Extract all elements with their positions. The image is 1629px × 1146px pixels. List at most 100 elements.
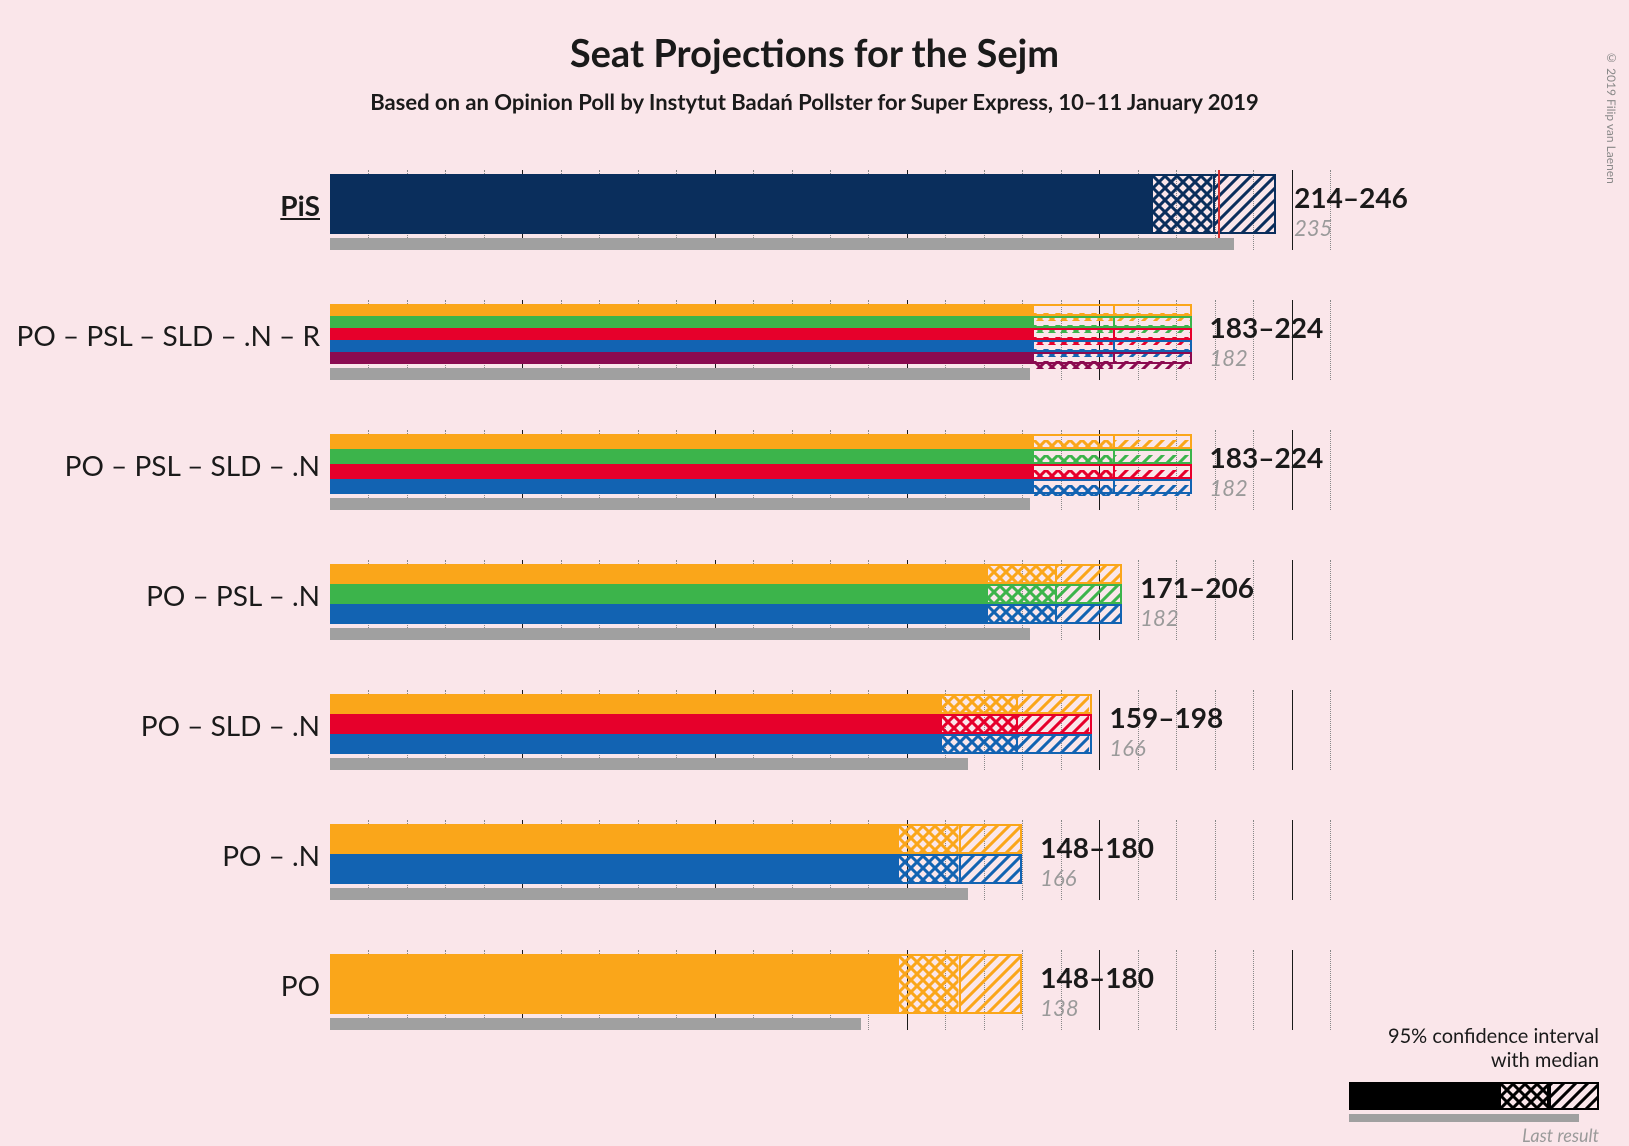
bar-diag-stripe <box>1018 714 1091 734</box>
gridline <box>1215 950 1216 1030</box>
bar-solid-stripe <box>330 824 899 854</box>
bar-solid-stripe <box>330 340 1034 352</box>
bar-diag-stripe <box>1018 734 1091 754</box>
bar-solid-stripe <box>330 694 942 714</box>
gridline <box>1253 950 1254 1030</box>
gridline <box>1138 560 1139 640</box>
bar-solid-stripe <box>330 304 1034 316</box>
bar-cross-stripe <box>899 954 961 1014</box>
party-label: PO <box>281 968 320 1002</box>
bar-solid-stripe <box>330 174 1153 234</box>
gridline <box>1330 820 1331 900</box>
gridline <box>1292 820 1293 900</box>
gridline <box>1022 950 1023 1030</box>
prev-text: 166 <box>1040 864 1076 891</box>
bar-diag-stripe <box>1115 304 1192 316</box>
party-label: PO – PSL – SLD – .N – R <box>17 318 320 352</box>
bar-diag-stripe <box>1115 479 1192 494</box>
projection-bar <box>330 434 1192 494</box>
legend-lastresult-label: Last result <box>1522 1124 1599 1146</box>
bar-cross-stripe <box>1034 340 1115 352</box>
bar-diag-stripe <box>1215 174 1277 234</box>
bar-solid-stripe <box>330 734 942 754</box>
lastresult-bar <box>330 368 1030 380</box>
gridline <box>1253 690 1254 770</box>
bar-solid-stripe <box>330 584 988 604</box>
chart-subtitle: Based on an Opinion Poll by Instytut Bad… <box>0 88 1629 115</box>
bar-cross-stripe <box>988 564 1057 584</box>
range-text: 148–180 <box>1040 960 1154 994</box>
range-text: 148–180 <box>1040 830 1154 864</box>
prev-text: 138 <box>1040 994 1078 1021</box>
bar-solid-stripe <box>330 328 1034 340</box>
lastresult-bar <box>330 1018 861 1030</box>
legend-diag <box>1549 1082 1599 1110</box>
bar-solid-stripe <box>330 714 942 734</box>
bar-solid-stripe <box>330 854 899 884</box>
range-text: 171–206 <box>1140 570 1254 604</box>
bar-diag-stripe <box>961 954 1023 1014</box>
bar-diag-stripe <box>1115 316 1192 328</box>
majority-marker <box>1218 170 1220 238</box>
prev-text: 182 <box>1210 474 1248 501</box>
party-label: PO – PSL – .N <box>146 578 320 612</box>
bar-diag-stripe <box>1057 604 1122 624</box>
bar-diag-stripe <box>1057 564 1122 584</box>
bar-diag-stripe <box>1018 694 1091 714</box>
bar-diag-stripe <box>961 824 1023 854</box>
gridline <box>1292 690 1293 770</box>
gridline <box>1330 950 1331 1030</box>
bar-cross-stripe <box>1034 304 1115 316</box>
range-text: 183–224 <box>1210 440 1324 474</box>
bar-diag-stripe <box>1115 328 1192 340</box>
bar-cross-stripe <box>1034 479 1115 494</box>
copyright: © 2019 Filip van Laenen <box>1604 50 1619 184</box>
bar-solid-stripe <box>330 564 988 584</box>
chart-row: PO148–180138 <box>330 950 1330 1060</box>
bar-cross-stripe <box>1034 434 1115 449</box>
bar-cross-stripe <box>1034 328 1115 340</box>
gridline <box>1253 820 1254 900</box>
party-label: PO – PSL – SLD – .N <box>65 448 320 482</box>
bar-cross-stripe <box>1034 464 1115 479</box>
chart-area: PiS214–246235 PO – PSL – SLD – .N – R183–… <box>330 170 1330 1110</box>
bar-diag-stripe <box>1115 340 1192 352</box>
bar-cross-stripe <box>899 824 961 854</box>
range-text: 214–246 <box>1294 180 1408 214</box>
prev-text: 182 <box>1210 344 1248 371</box>
projection-bar <box>330 824 1022 884</box>
bar-cross-stripe <box>1153 174 1215 234</box>
bar-cross-stripe <box>1034 449 1115 464</box>
legend-solid <box>1349 1082 1499 1110</box>
range-text: 183–224 <box>1210 310 1324 344</box>
chart-row: PiS214–246235 <box>330 170 1330 280</box>
bar-cross-stripe <box>1034 316 1115 328</box>
projection-bar <box>330 564 1122 624</box>
bar-solid-stripe <box>330 604 988 624</box>
bar-cross-stripe <box>942 734 1019 754</box>
lastresult-bar <box>330 628 1030 640</box>
gridline <box>1330 560 1331 640</box>
legend-bar <box>1349 1082 1599 1110</box>
chart-row: PO – PSL – SLD – .N – R183–224182 <box>330 300 1330 410</box>
bar-diag-stripe <box>1115 352 1192 364</box>
chart-title: Seat Projections for the Sejm <box>0 30 1629 76</box>
bar-cross-stripe <box>988 584 1057 604</box>
gridline <box>1022 820 1023 900</box>
bar-cross-stripe <box>899 854 961 884</box>
gridline <box>1292 170 1293 250</box>
range-text: 159–198 <box>1110 700 1224 734</box>
bar-cross-stripe <box>942 694 1019 714</box>
party-label: PiS <box>280 188 320 222</box>
projection-bar <box>330 694 1092 754</box>
chart-row: PO – .N148–180166 <box>330 820 1330 930</box>
bar-solid-stripe <box>330 316 1034 328</box>
prev-text: 235 <box>1294 214 1332 241</box>
gridline <box>1330 690 1331 770</box>
chart-row: PO – SLD – .N159–198166 <box>330 690 1330 800</box>
chart-row: PO – PSL – .N171–206182 <box>330 560 1330 670</box>
projection-bar <box>330 954 1022 1014</box>
chart-row: PO – PSL – SLD – .N183–224182 <box>330 430 1330 540</box>
bar-cross-stripe <box>1034 352 1115 364</box>
prev-text: 182 <box>1140 604 1178 631</box>
